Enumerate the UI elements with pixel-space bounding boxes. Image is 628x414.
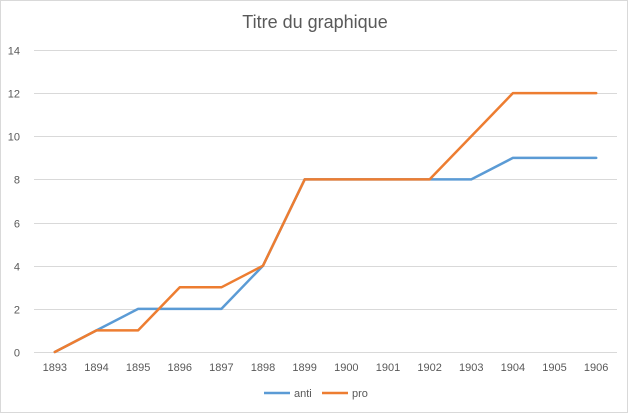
- x-tick-label: 1897: [209, 362, 233, 374]
- y-tick-label: 0: [14, 348, 20, 360]
- x-tick-label: 1898: [251, 362, 275, 374]
- x-tick-label: 1901: [376, 362, 400, 374]
- y-tick-label: 10: [8, 132, 20, 144]
- x-tick-label: 1906: [584, 362, 608, 374]
- series-lines: [53, 91, 598, 354]
- series-line-pro: [53, 91, 598, 354]
- x-tick-label: 1899: [292, 362, 316, 374]
- legend: anti pro: [264, 388, 368, 400]
- x-tick-label: 1895: [126, 362, 150, 374]
- x-tick-label: 1904: [501, 362, 525, 374]
- x-tick-label: 1894: [84, 362, 108, 374]
- x-tick-label: 1893: [43, 362, 67, 374]
- gridlines: [34, 50, 617, 353]
- y-axis-ticks: 0 2 4 6 8 10 12 14: [8, 46, 20, 360]
- x-tick-label: 1902: [417, 362, 441, 374]
- x-tick-label: 1905: [542, 362, 566, 374]
- legend-label-pro: pro: [352, 388, 368, 400]
- y-tick-label: 8: [14, 175, 20, 187]
- legend-label-anti: anti: [294, 388, 312, 400]
- chart-title: Titre du graphique: [242, 12, 387, 32]
- y-tick-label: 4: [14, 262, 20, 274]
- y-tick-label: 14: [8, 46, 20, 58]
- x-tick-label: 1900: [334, 362, 358, 374]
- y-tick-label: 6: [14, 219, 20, 231]
- y-tick-label: 12: [8, 89, 20, 101]
- series-line-anti: [53, 156, 598, 354]
- x-tick-label: 1896: [168, 362, 192, 374]
- x-tick-label: 1903: [459, 362, 483, 374]
- x-axis-ticks: 1893 1894 1895 1896 1897 1898 1899 1900 1901 1902…: [43, 362, 609, 374]
- y-tick-label: 2: [14, 305, 20, 317]
